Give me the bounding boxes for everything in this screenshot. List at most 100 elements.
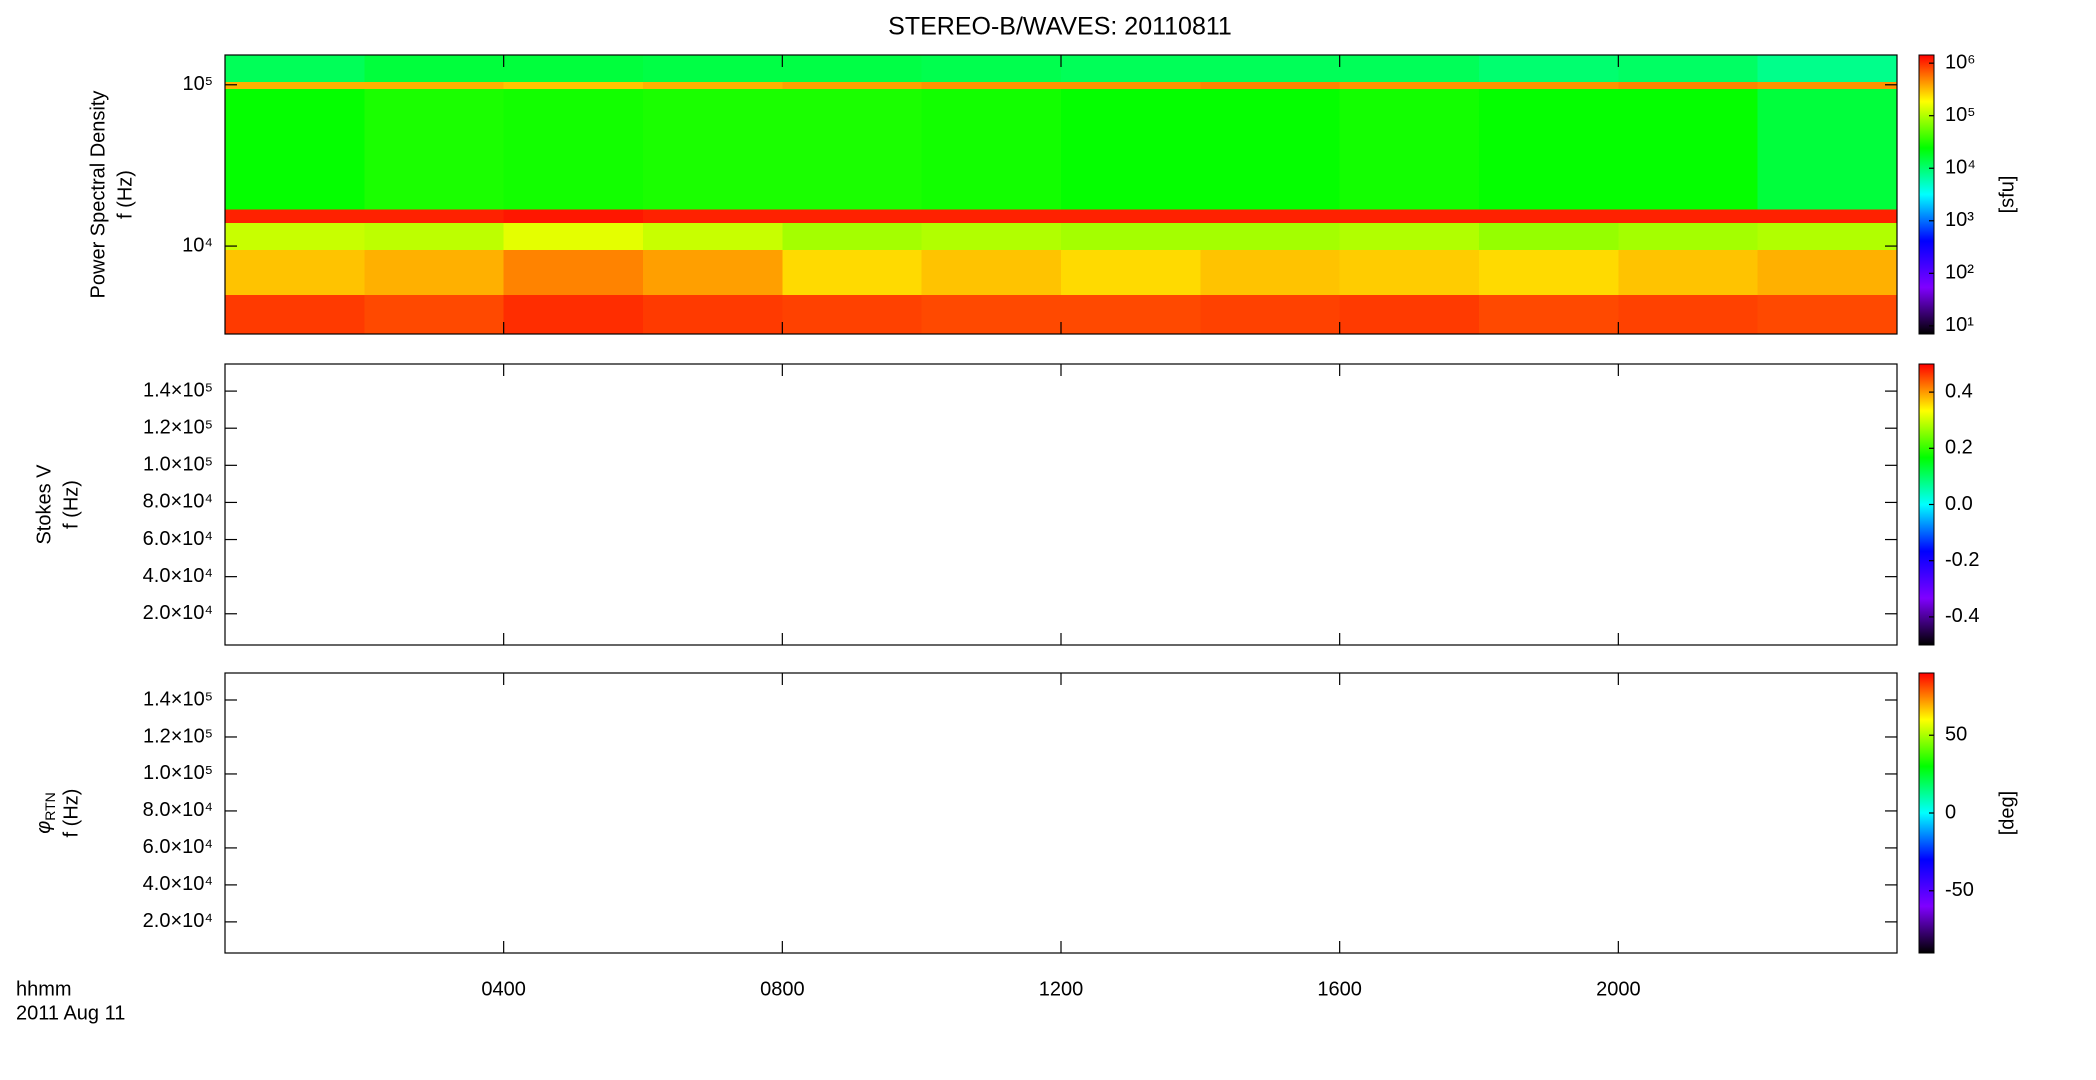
heatmap-cell (364, 222, 505, 251)
heatmap-cell (1757, 55, 1898, 82)
heatmap-cell (1757, 81, 1898, 89)
colorbar-label: [deg] (1996, 791, 2018, 835)
heatmap-cell (1757, 249, 1898, 296)
heatmap-cell (1339, 222, 1480, 251)
heatmap-cell (225, 294, 365, 335)
heatmap-cell (1479, 222, 1619, 251)
colorbar-tick-label: 0.2 (1945, 437, 1973, 459)
colorbar-tick-label: 10⁴ (1945, 157, 1976, 179)
colorbar-label: [sfu] (1996, 176, 2018, 214)
heatmap-cell (1618, 294, 1759, 335)
x-tick-label: 0800 (760, 978, 805, 1000)
heatmap-cell (782, 55, 923, 82)
x-tick-label: 0400 (481, 978, 526, 1000)
x-tick-label: 2000 (1596, 978, 1641, 1000)
heatmap-cell (1618, 55, 1759, 82)
heatmap-cell (503, 294, 644, 335)
heatmap-cell (1200, 294, 1341, 335)
heatmap-cell (921, 81, 1062, 89)
heatmap-cell (1339, 81, 1480, 89)
y-tick-label: 1.4×10⁵ (143, 688, 213, 710)
heatmap-cell (225, 88, 365, 210)
heatmap-cell (1200, 222, 1341, 251)
colorbar-tick-label: 0.4 (1945, 380, 1973, 402)
heatmap-cell (364, 249, 505, 296)
colorbar-tick-label: 10⁵ (1945, 104, 1976, 126)
heatmap-cell (364, 81, 505, 89)
heatmap-cell (1339, 208, 1480, 224)
y-tick-label: 6.0×10⁴ (143, 528, 213, 550)
heatmap-cell (1757, 222, 1898, 251)
y-tick-label: 1.2×10⁵ (143, 725, 213, 747)
heatmap-cell (921, 88, 1062, 210)
heatmap-cell (643, 222, 783, 251)
heatmap-cell (503, 249, 644, 296)
colorbar-tick-label: 10³ (1945, 209, 1974, 231)
colorbar (1918, 54, 1935, 335)
y-tick-label: 4.0×10⁴ (143, 873, 213, 895)
heatmap-cell (643, 55, 783, 82)
heatmap-cell (1200, 55, 1341, 82)
heatmap-cell (1479, 208, 1619, 224)
heatmap-cell (1479, 88, 1619, 210)
x-tick-label: 1600 (1317, 978, 1362, 1000)
heatmap-cell (1200, 249, 1341, 296)
y-axis-label: f (Hz) (60, 789, 82, 838)
heatmap-cell (225, 208, 365, 224)
heatmap-cell (503, 208, 644, 224)
heatmap-cell (1618, 249, 1759, 296)
heatmap-cell (503, 55, 644, 82)
y-tick-label: 1.4×10⁵ (143, 379, 213, 401)
y-axis-label: f (Hz) (114, 170, 136, 219)
chart-title: STEREO-B/WAVES: 20110811 (888, 13, 1232, 41)
heatmap-cell (921, 222, 1062, 251)
heatmap-cell (782, 294, 923, 335)
heatmap-cell (1618, 81, 1759, 89)
heatmap-cell (643, 294, 783, 335)
colorbar-tick-label: 10⁶ (1945, 51, 1975, 73)
heatmap-cell (921, 294, 1062, 335)
heatmap-cell (782, 249, 923, 296)
x-tick-label: 1200 (1039, 978, 1084, 1000)
heatmap-cell (364, 294, 505, 335)
colorbar-tick-label: -0.2 (1945, 549, 1979, 571)
heatmap-cell (1618, 208, 1759, 224)
y-tick-label: 6.0×10⁴ (143, 836, 213, 858)
y-axis-label: φRTN (33, 792, 57, 834)
heatmap-cell (1757, 294, 1898, 335)
heatmap-cell (503, 88, 644, 210)
heatmap-cell (1339, 55, 1480, 82)
heatmap-cell (643, 249, 783, 296)
heatmap-cell (503, 222, 644, 251)
y-axis-label: f (Hz) (60, 480, 82, 529)
heatmap-cell (1618, 88, 1759, 210)
heatmap-cell (643, 208, 783, 224)
y-tick-label: 1.0×10⁵ (143, 454, 213, 476)
y-tick-label: 10⁵ (182, 73, 213, 95)
heatmap-cell (1061, 222, 1201, 251)
heatmap-cell (1757, 208, 1898, 224)
heatmap-cell (225, 55, 365, 82)
heatmap-cell (1339, 294, 1480, 335)
y-tick-label: 8.0×10⁴ (143, 799, 213, 821)
heatmap-cell (364, 88, 505, 210)
heatmap-cell (782, 222, 923, 251)
y-axis-label: Stokes V (33, 464, 55, 545)
y-tick-label: 1.0×10⁵ (143, 762, 213, 784)
y-axis-symbol: φ (33, 821, 55, 834)
y-tick-label: 4.0×10⁴ (143, 565, 213, 587)
heatmap-cell (1479, 294, 1619, 335)
heatmap-cell (921, 55, 1062, 82)
y-tick-label: 10⁴ (182, 234, 213, 256)
heatmap-cell (1618, 222, 1759, 251)
y-tick-label: 2.0×10⁴ (143, 602, 213, 624)
heatmap-cell (225, 81, 365, 89)
heatmap-cell (782, 208, 923, 224)
heatmap-cell (1479, 249, 1619, 296)
x-axis-label: hhmm (16, 978, 72, 1000)
heatmap-cell (782, 81, 923, 89)
heatmap-cell (1479, 55, 1619, 82)
colorbar-tick-label: 50 (1945, 724, 1967, 746)
heatmap-cell (921, 208, 1062, 224)
heatmap-cell (364, 55, 505, 82)
